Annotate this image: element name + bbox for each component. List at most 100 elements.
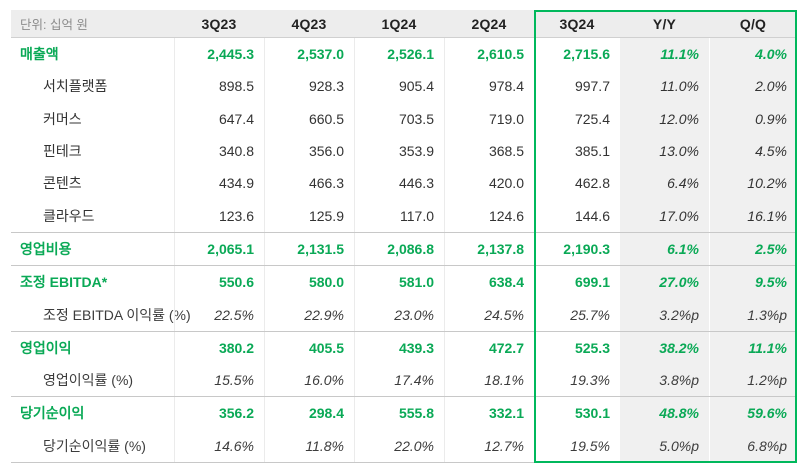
value-cell-1q24: 2,086.8 — [354, 232, 444, 266]
table-row: 콘텐츠 434.9 466.3 446.3 420.0 462.8 6.4% 1… — [11, 167, 797, 200]
value-cell-4q23: 466.3 — [264, 167, 354, 200]
value-cell-qq: 59.6% — [709, 397, 797, 430]
column-header-3q24: 3Q24 — [559, 15, 595, 32]
value-cell-3q24: 25.7% — [570, 306, 610, 323]
table-row: 영업비용 2,065.1 2,131.5 2,086.8 2,137.8 2,1… — [11, 231, 797, 266]
value-cell-yy: 17.0% — [620, 199, 709, 232]
value-cell-4q23: 298.4 — [264, 397, 354, 430]
value-cell-2q24: 2,610.5 — [444, 38, 534, 71]
value-cell-4q23: 2,131.5 — [264, 232, 354, 266]
value-cell-4q23: 356.0 — [264, 134, 354, 168]
table-row: 영업이익 380.2 405.5 439.3 472.7 525.3 38.2%… — [11, 330, 797, 364]
value-cell-qq: 4.5% — [709, 134, 797, 168]
value-cell-yy: 3.2%p — [620, 298, 709, 331]
value-cell-yy: 5.0%p — [620, 429, 709, 462]
value-cell-qq: 9.5% — [709, 266, 797, 299]
table-row: 매출액 2,445.3 2,537.0 2,526.1 2,610.5 2,71… — [11, 38, 797, 71]
table-body: 매출액 2,445.3 2,537.0 2,526.1 2,610.5 2,71… — [11, 38, 797, 463]
value-cell-3q23: 123.6 — [174, 199, 264, 232]
value-cell-qq: 6.8%p — [709, 429, 797, 462]
column-header-2q24: 2Q24 — [471, 15, 507, 32]
row-label: 영업이익률 (%) — [43, 372, 134, 389]
column-header-qq: Q/Q — [739, 15, 767, 32]
value-cell-3q24: 2,190.3 — [563, 240, 610, 257]
table-row: 영업이익률 (%) 15.5% 16.0% 17.4% 18.1% 19.3% … — [11, 363, 797, 397]
value-cell-4q23: 22.9% — [264, 298, 354, 331]
value-cell-qq: 11.1% — [709, 331, 797, 364]
value-cell-3q23: 647.4 — [174, 102, 264, 135]
value-cell-3q24: 525.3 — [574, 339, 610, 356]
column-header-yy: Y/Y — [652, 15, 677, 32]
row-label: 매출액 — [20, 46, 59, 63]
value-cell-qq: 0.9% — [709, 102, 797, 135]
row-label: 콘텐츠 — [43, 175, 82, 192]
row-label: 커머스 — [43, 110, 82, 127]
value-cell-yy: 11.1% — [620, 38, 709, 71]
row-label: 영업이익 — [20, 339, 72, 356]
value-cell-yy: 11.0% — [620, 70, 709, 103]
value-cell-3q23: 550.6 — [174, 266, 264, 299]
value-cell-3q23: 434.9 — [174, 167, 264, 200]
row-label: 핀테크 — [43, 143, 82, 160]
value-cell-1q24: 23.0% — [354, 298, 444, 331]
value-cell-1q24: 703.5 — [354, 102, 444, 135]
value-cell-yy: 38.2% — [620, 331, 709, 364]
value-cell-3q24: 997.7 — [574, 78, 610, 95]
value-cell-3q24: 144.6 — [574, 207, 610, 224]
value-cell-3q24: 19.5% — [570, 437, 610, 454]
value-cell-2q24: 719.0 — [444, 102, 534, 135]
table-row: 커머스 647.4 660.5 703.5 719.0 725.4 12.0% … — [11, 102, 797, 135]
value-cell-qq: 1.3%p — [709, 298, 797, 331]
value-cell-yy: 3.8%p — [620, 363, 709, 397]
table-row: 핀테크 340.8 356.0 353.9 368.5 385.1 13.0% … — [11, 134, 797, 168]
value-cell-3q24: 462.8 — [574, 175, 610, 192]
value-cell-1q24: 117.0 — [354, 199, 444, 232]
table-row: 당기순이익 356.2 298.4 555.8 332.1 530.1 48.8… — [11, 396, 797, 430]
row-label: 조정 EBITDA* — [20, 274, 108, 291]
value-cell-2q24: 638.4 — [444, 266, 534, 299]
value-cell-4q23: 16.0% — [264, 363, 354, 397]
value-cell-4q23: 660.5 — [264, 102, 354, 135]
value-cell-1q24: 905.4 — [354, 70, 444, 103]
value-cell-3q23: 2,445.3 — [174, 38, 264, 71]
value-cell-yy: 27.0% — [620, 266, 709, 299]
value-cell-yy: 48.8% — [620, 397, 709, 430]
value-cell-qq: 16.1% — [709, 199, 797, 232]
value-cell-yy: 12.0% — [620, 102, 709, 135]
row-label: 서치플랫폼 — [43, 78, 108, 95]
value-cell-4q23: 2,537.0 — [264, 38, 354, 71]
table-header-row: 단위: 십억 원 3Q23 4Q23 1Q24 2Q24 3Q24 Y/Y Q/… — [11, 10, 797, 38]
value-cell-1q24: 2,526.1 — [354, 38, 444, 71]
column-header-4q23: 4Q23 — [291, 15, 327, 32]
value-cell-qq: 4.0% — [709, 38, 797, 71]
column-header-1q24: 1Q24 — [381, 15, 417, 32]
value-cell-1q24: 446.3 — [354, 167, 444, 200]
value-cell-2q24: 2,137.8 — [444, 232, 534, 266]
table-row: 조정 EBITDA 이익률 (%) 22.5% 22.9% 23.0% 24.5… — [11, 298, 797, 331]
value-cell-3q23: 15.5% — [174, 363, 264, 397]
value-cell-3q23: 898.5 — [174, 70, 264, 103]
row-label: 조정 EBITDA 이익률 (%) — [43, 306, 191, 323]
value-cell-1q24: 22.0% — [354, 429, 444, 462]
value-cell-3q23: 22.5% — [174, 298, 264, 331]
row-label: 당기순이익 — [20, 405, 85, 422]
value-cell-yy: 13.0% — [620, 134, 709, 168]
table-row: 서치플랫폼 898.5 928.3 905.4 978.4 997.7 11.0… — [11, 70, 797, 103]
value-cell-3q24: 699.1 — [574, 274, 610, 291]
value-cell-4q23: 405.5 — [264, 331, 354, 364]
value-cell-4q23: 580.0 — [264, 266, 354, 299]
value-cell-4q23: 11.8% — [264, 429, 354, 462]
value-cell-2q24: 978.4 — [444, 70, 534, 103]
value-cell-yy: 6.1% — [620, 232, 709, 266]
row-label: 클라우드 — [43, 207, 95, 224]
value-cell-1q24: 581.0 — [354, 266, 444, 299]
row-label: 당기순이익률 (%) — [43, 437, 146, 454]
value-cell-1q24: 353.9 — [354, 134, 444, 168]
value-cell-2q24: 368.5 — [444, 134, 534, 168]
value-cell-3q24: 530.1 — [574, 405, 610, 422]
table-row: 당기순이익률 (%) 14.6% 11.8% 22.0% 12.7% 19.5%… — [11, 429, 797, 463]
value-cell-qq: 1.2%p — [709, 363, 797, 397]
value-cell-qq: 2.5% — [709, 232, 797, 266]
value-cell-2q24: 18.1% — [444, 363, 534, 397]
value-cell-qq: 10.2% — [709, 167, 797, 200]
